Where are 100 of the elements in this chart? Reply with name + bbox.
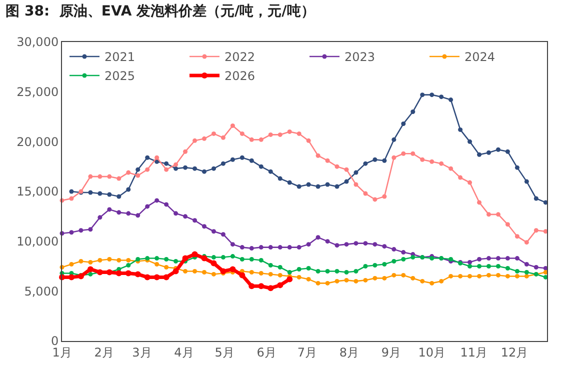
point	[125, 270, 132, 276]
point	[410, 151, 416, 156]
point	[172, 268, 179, 274]
point	[88, 190, 93, 195]
point	[78, 259, 84, 264]
point	[107, 192, 112, 197]
point	[98, 191, 102, 196]
point	[211, 255, 216, 260]
x-tick-label: 3月	[132, 345, 152, 360]
point	[430, 92, 434, 98]
x-tick-label: 7月	[297, 345, 318, 360]
point	[116, 258, 122, 263]
point	[220, 255, 226, 260]
x-tick-label: 4月	[174, 345, 194, 360]
point	[88, 260, 93, 265]
point	[258, 283, 264, 290]
point	[372, 263, 378, 268]
point	[126, 170, 131, 175]
x-tick-label: 6月	[256, 345, 276, 360]
point	[458, 175, 463, 180]
point	[524, 179, 529, 184]
point	[477, 152, 482, 157]
point	[69, 196, 74, 201]
point	[382, 158, 387, 163]
point	[334, 243, 340, 248]
point	[287, 180, 292, 185]
point	[182, 255, 188, 262]
point	[164, 257, 169, 262]
point	[202, 136, 206, 141]
point	[334, 278, 340, 284]
point	[107, 207, 112, 212]
point	[68, 274, 74, 280]
point	[211, 131, 216, 136]
point	[430, 159, 434, 164]
point	[258, 245, 264, 250]
point	[344, 270, 349, 274]
point	[88, 272, 93, 276]
point	[468, 180, 472, 185]
point	[296, 245, 302, 250]
point	[220, 135, 226, 140]
point	[420, 92, 425, 98]
point	[334, 268, 340, 274]
legend-label: 2021	[104, 50, 136, 64]
point	[514, 256, 520, 261]
point	[154, 198, 160, 203]
point	[230, 242, 235, 247]
point	[514, 234, 520, 239]
point	[306, 242, 311, 247]
point	[126, 187, 131, 192]
point	[145, 155, 150, 160]
point	[344, 167, 349, 172]
point	[107, 257, 112, 262]
point	[316, 184, 320, 189]
point	[316, 153, 320, 158]
point	[325, 268, 330, 274]
point	[306, 138, 311, 143]
legend-label: 2022	[224, 50, 256, 64]
point	[174, 166, 178, 171]
point	[496, 212, 500, 217]
point	[258, 137, 264, 142]
point	[287, 129, 292, 134]
point	[505, 256, 510, 261]
point	[505, 149, 510, 154]
point	[420, 278, 425, 284]
point	[248, 283, 255, 290]
point	[410, 276, 416, 280]
point	[325, 239, 330, 244]
point	[278, 132, 282, 137]
point	[98, 258, 102, 263]
point	[296, 266, 302, 272]
point	[268, 245, 273, 250]
point	[392, 247, 396, 252]
point	[448, 274, 454, 278]
point	[278, 265, 282, 270]
point	[116, 194, 122, 199]
point	[87, 266, 94, 272]
point	[316, 268, 320, 274]
point	[88, 227, 93, 232]
point	[278, 272, 282, 278]
point	[211, 272, 216, 276]
point	[524, 240, 529, 245]
point	[382, 244, 387, 249]
point	[192, 251, 198, 258]
legend-label: 2026	[224, 69, 256, 84]
point	[211, 229, 216, 234]
point	[477, 274, 482, 278]
point	[477, 264, 482, 268]
point	[287, 245, 292, 250]
point	[107, 174, 112, 179]
point	[486, 272, 491, 278]
point	[192, 268, 198, 274]
point	[410, 110, 416, 114]
x-tick-label: 11月	[460, 345, 488, 360]
point	[164, 161, 169, 166]
point	[325, 158, 330, 163]
point	[496, 272, 500, 278]
point	[334, 164, 340, 169]
point	[249, 257, 254, 262]
point	[258, 258, 264, 263]
point	[439, 94, 444, 100]
